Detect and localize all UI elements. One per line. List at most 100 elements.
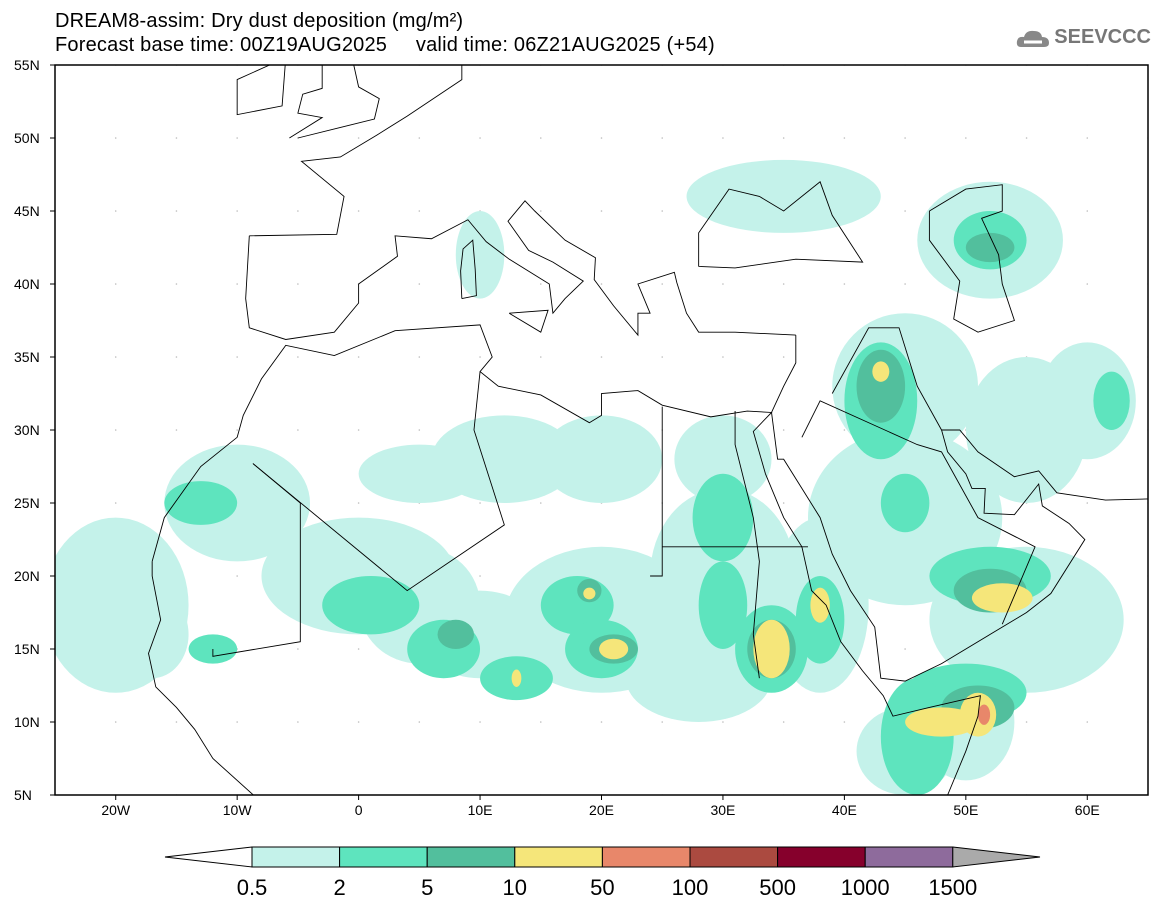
grid-dot	[297, 648, 299, 650]
dust-area-level-0	[625, 634, 772, 722]
grid-dot	[236, 356, 238, 358]
sardinia-corsica	[460, 239, 477, 300]
grid-dot	[175, 137, 178, 139]
grid-dot	[722, 283, 724, 285]
britain	[289, 65, 380, 139]
grid-dot	[1086, 137, 1089, 139]
grid-dot	[297, 356, 299, 358]
grid-dot	[479, 575, 481, 577]
grid-dot	[114, 356, 117, 358]
grid-dot	[539, 356, 542, 358]
grid-dot	[661, 721, 664, 723]
grid-dot	[539, 721, 542, 723]
border-saudi	[801, 400, 1036, 625]
grid-dot	[600, 210, 603, 212]
colorbar-label: 1000	[840, 875, 890, 900]
colorbar-swatch	[601, 846, 691, 868]
colorbar-swatch	[777, 846, 866, 868]
grid-dot	[539, 210, 542, 212]
dust-area-level-2	[965, 232, 1015, 263]
grid-dot	[114, 721, 117, 723]
colorbar-swatch	[514, 846, 603, 868]
atlantic-coast	[249, 65, 463, 237]
dust-area-level-3	[753, 619, 790, 679]
dust-area-level-3	[583, 587, 596, 600]
grid-dot	[782, 429, 785, 431]
forecast-times: Forecast base time: 00Z19AUG2025 valid t…	[55, 34, 715, 56]
lat-label: 40N	[14, 276, 40, 292]
grid-dot	[297, 210, 299, 212]
grid-dot	[722, 356, 724, 358]
grid-dot	[297, 429, 299, 431]
dust-area-level-2	[437, 619, 474, 650]
dust-area-level-0	[686, 159, 881, 233]
grid-dot	[357, 648, 360, 650]
grid-dot	[843, 721, 846, 723]
cloud-icon	[1017, 30, 1050, 47]
grid-dot	[236, 137, 238, 139]
lon-label: 40E	[831, 802, 857, 818]
grid-dot	[479, 137, 481, 139]
grid-dot	[418, 356, 421, 358]
lat-label: 45N	[14, 203, 40, 219]
grid-dot	[175, 356, 178, 358]
dust-area-level-1	[880, 473, 930, 533]
dust-area-level-2	[856, 349, 906, 423]
grid-dot	[539, 137, 542, 139]
grid-dot	[904, 137, 906, 139]
grid-dot	[479, 721, 481, 723]
grid-dot	[661, 356, 664, 358]
lon-label: 10W	[222, 802, 252, 818]
colorbar-label: 0.5	[236, 875, 268, 900]
grid-dot	[175, 721, 178, 723]
lat-label: 50N	[14, 130, 40, 146]
lat-label: 5N	[14, 787, 32, 803]
lon-label: 20E	[589, 802, 614, 818]
lon-label: 10E	[467, 802, 493, 818]
grid-dot	[1086, 283, 1089, 285]
dust-area-level-0	[455, 211, 505, 299]
grid-dot	[782, 137, 785, 139]
dust-area-level-3	[872, 361, 890, 382]
grid-dot	[904, 283, 906, 285]
grid-dot	[175, 210, 178, 212]
colorbar-under-arrow	[164, 846, 253, 868]
lat-label: 10N	[14, 714, 40, 730]
europe-coast	[245, 200, 796, 340]
map-title: DREAM8-assim: Dry dust deposition (mg/m²…	[55, 10, 464, 32]
grid-dot	[236, 575, 238, 577]
lat-label: 55N	[14, 57, 40, 73]
grid-dot	[114, 429, 117, 431]
lat-label: 35N	[14, 349, 40, 365]
grid-dot	[904, 210, 906, 212]
dust-area-level-0	[115, 590, 189, 679]
lon-label: 0	[354, 802, 363, 818]
lon-label: 60E	[1074, 802, 1100, 818]
dust-area-level-3	[511, 669, 522, 687]
grid-dot	[236, 721, 238, 723]
grid-dot	[782, 283, 785, 285]
grid-dot	[479, 356, 481, 358]
dust-area-level-0	[164, 444, 311, 562]
grid-dot	[1086, 721, 1089, 723]
colorbar-label: 10	[502, 875, 528, 900]
border-iraq	[831, 327, 942, 431]
grid-dot	[236, 429, 238, 431]
colorbar-swatch	[339, 846, 428, 868]
grid-dot	[600, 721, 603, 723]
grid-dot	[418, 137, 421, 139]
colorbar-label: 1500	[928, 875, 978, 900]
grid-dot	[965, 137, 967, 139]
colorbar-label: 50	[590, 875, 615, 900]
grid-dot	[418, 283, 421, 285]
dust-area-level-3	[971, 583, 1033, 613]
grid-dot	[418, 210, 421, 212]
grid-dot	[175, 283, 178, 285]
grid-dot	[357, 210, 360, 212]
grid-dot	[782, 356, 785, 358]
grid-dot	[357, 356, 360, 358]
grid-dot	[297, 721, 299, 723]
grid-dot	[114, 137, 117, 139]
grid-dot	[357, 137, 360, 139]
lat-label: 25N	[14, 495, 40, 511]
